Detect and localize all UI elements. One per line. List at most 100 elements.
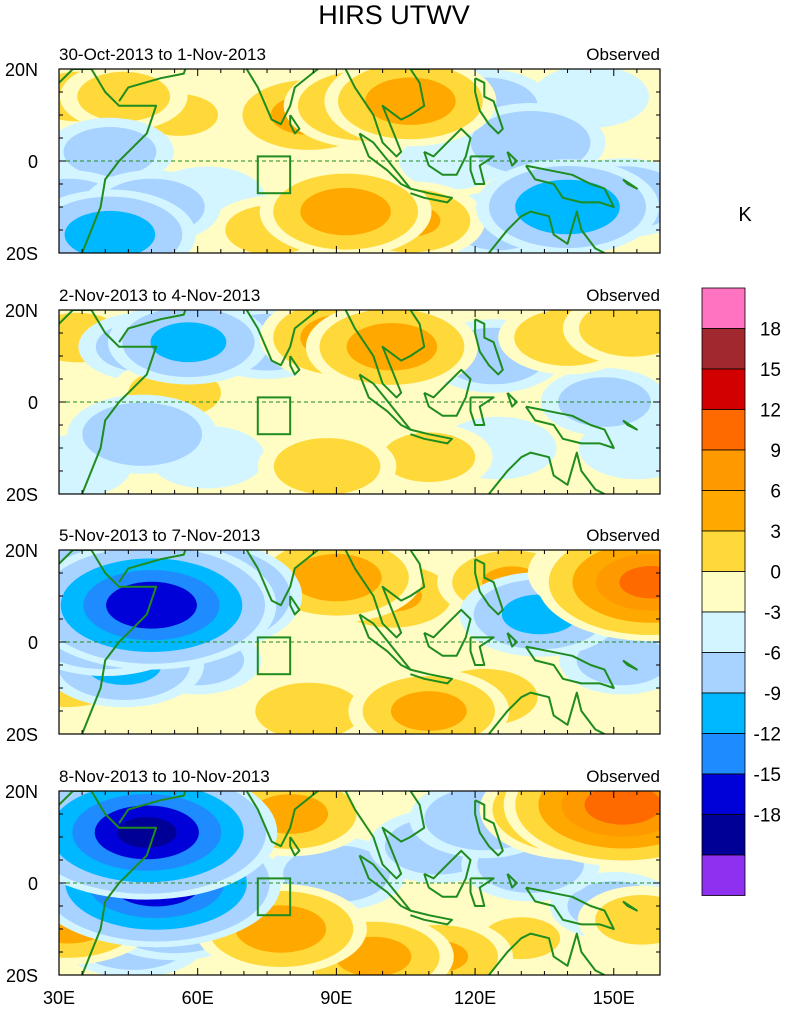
coastline (423, 608, 472, 657)
colorbar-label: -12 (754, 725, 781, 746)
panel-tag: Observed (586, 286, 660, 305)
coastline (474, 77, 504, 135)
colorbar-swatch (701, 773, 746, 815)
y-tick-label: 20S (6, 725, 38, 745)
panel-date-range: 8-Nov-2013 to 10-Nov-2013 (59, 767, 270, 786)
panel-2: 20N 0 20S 2-Nov-2013 to 4-Nov-2013 Observed (5, 286, 661, 505)
colorbar-label: 9 (770, 441, 781, 462)
anomaly-contour (576, 635, 660, 686)
anomaly-contour (598, 427, 660, 469)
y-tick-label: 20S (6, 485, 38, 505)
panel-tag: Observed (586, 767, 660, 786)
anomaly-field (59, 69, 660, 253)
anomaly-contour (373, 337, 410, 357)
anomaly-blob (348, 668, 510, 734)
coastline (410, 909, 453, 926)
anomaly-contour (541, 193, 594, 221)
colorbar-swatch (701, 571, 746, 613)
coastline (358, 854, 412, 912)
coastline (488, 932, 605, 975)
coastline (358, 613, 412, 671)
coastline (469, 877, 495, 907)
anomaly-blob (476, 159, 659, 253)
coastline (358, 373, 412, 431)
region-box (256, 877, 292, 917)
coastline (245, 791, 320, 848)
colorbar-label: 15 (760, 360, 781, 381)
coastline (474, 558, 504, 616)
coastline (289, 595, 301, 616)
coastline (622, 419, 638, 431)
coastline (344, 550, 429, 639)
anomaly-field (59, 791, 660, 975)
colorbar-swatch (701, 692, 746, 734)
anomaly-contour (318, 568, 355, 588)
coastline (474, 318, 504, 376)
colorbar-swatch (701, 287, 746, 329)
y-tick-label: 20N (5, 301, 38, 321)
coastline (622, 178, 638, 190)
y-tick-label: 0 (28, 152, 38, 172)
coastline (344, 69, 429, 158)
anomaly-contour (611, 317, 654, 340)
coastline (423, 849, 472, 898)
colorbar-label: -18 (754, 806, 781, 827)
panel-tag: Observed (586, 526, 660, 545)
coastline (423, 127, 472, 176)
colorbar-swatch (701, 328, 746, 370)
colorbar-swatch (701, 854, 746, 896)
anomaly-contour (509, 853, 552, 876)
panels: 20N 0 20S 30-Oct-2013 to 1-Nov-2013 Observed… (5, 45, 661, 986)
colorbar-label: 18 (760, 320, 781, 341)
region-box (256, 396, 292, 436)
coastline (506, 873, 518, 889)
coastline (289, 355, 301, 376)
coastline (488, 691, 605, 734)
y-tick-label: 0 (28, 633, 38, 653)
coastline (344, 310, 429, 399)
coastline (118, 791, 187, 824)
anomaly-contour (91, 225, 128, 245)
coastline (469, 396, 495, 426)
region-box (256, 636, 292, 676)
coastline (118, 550, 187, 583)
colorbar-swatch (701, 530, 746, 572)
colorbar-label: 6 (770, 482, 781, 503)
anomaly-blob (537, 550, 660, 642)
coastline (506, 151, 518, 167)
colorbar-swatch (701, 652, 746, 694)
x-axis: 30E 60E 90E 120E 150E (43, 988, 635, 1008)
units-label: K (738, 204, 752, 226)
panel-3: 20N 0 20S 5-Nov-2013 to 7-Nov-2013 Observed (5, 526, 661, 745)
coastline (474, 799, 504, 857)
y-tick-label: 0 (28, 393, 38, 413)
anomaly-blob (108, 310, 269, 385)
coastline (59, 69, 158, 253)
panel-tag: Observed (586, 45, 660, 64)
colorbar-label: 0 (770, 563, 781, 584)
coastline (59, 791, 158, 975)
anomaly-blob (503, 791, 660, 867)
anomaly-blob (577, 885, 660, 954)
panel-date-range: 2-Nov-2013 to 4-Nov-2013 (59, 286, 260, 305)
coastline (525, 645, 615, 689)
x-tick-label: 150E (593, 988, 635, 1008)
colorbar-swatch (701, 733, 746, 775)
panel-1: 20N 0 20S 30-Oct-2013 to 1-Nov-2013 Observed (5, 45, 661, 264)
colorbar-legend: 18 15 12 9 6 3 0 -3 -6 -9 -12 -15 -18 (701, 287, 781, 896)
anomaly-contour (392, 91, 429, 111)
coastline (59, 310, 158, 494)
coastline (469, 155, 495, 185)
anomaly-contour (150, 322, 227, 363)
coastline (289, 114, 301, 135)
coastline (525, 164, 615, 208)
colorbar-swatch (701, 449, 746, 491)
coastline (358, 132, 412, 190)
colorbar-label: 12 (760, 401, 781, 422)
anomaly-contour (262, 919, 299, 939)
anomaly-field (59, 550, 660, 734)
anomaly-contour (315, 862, 358, 886)
coastline (506, 392, 518, 408)
coastline (118, 69, 187, 102)
